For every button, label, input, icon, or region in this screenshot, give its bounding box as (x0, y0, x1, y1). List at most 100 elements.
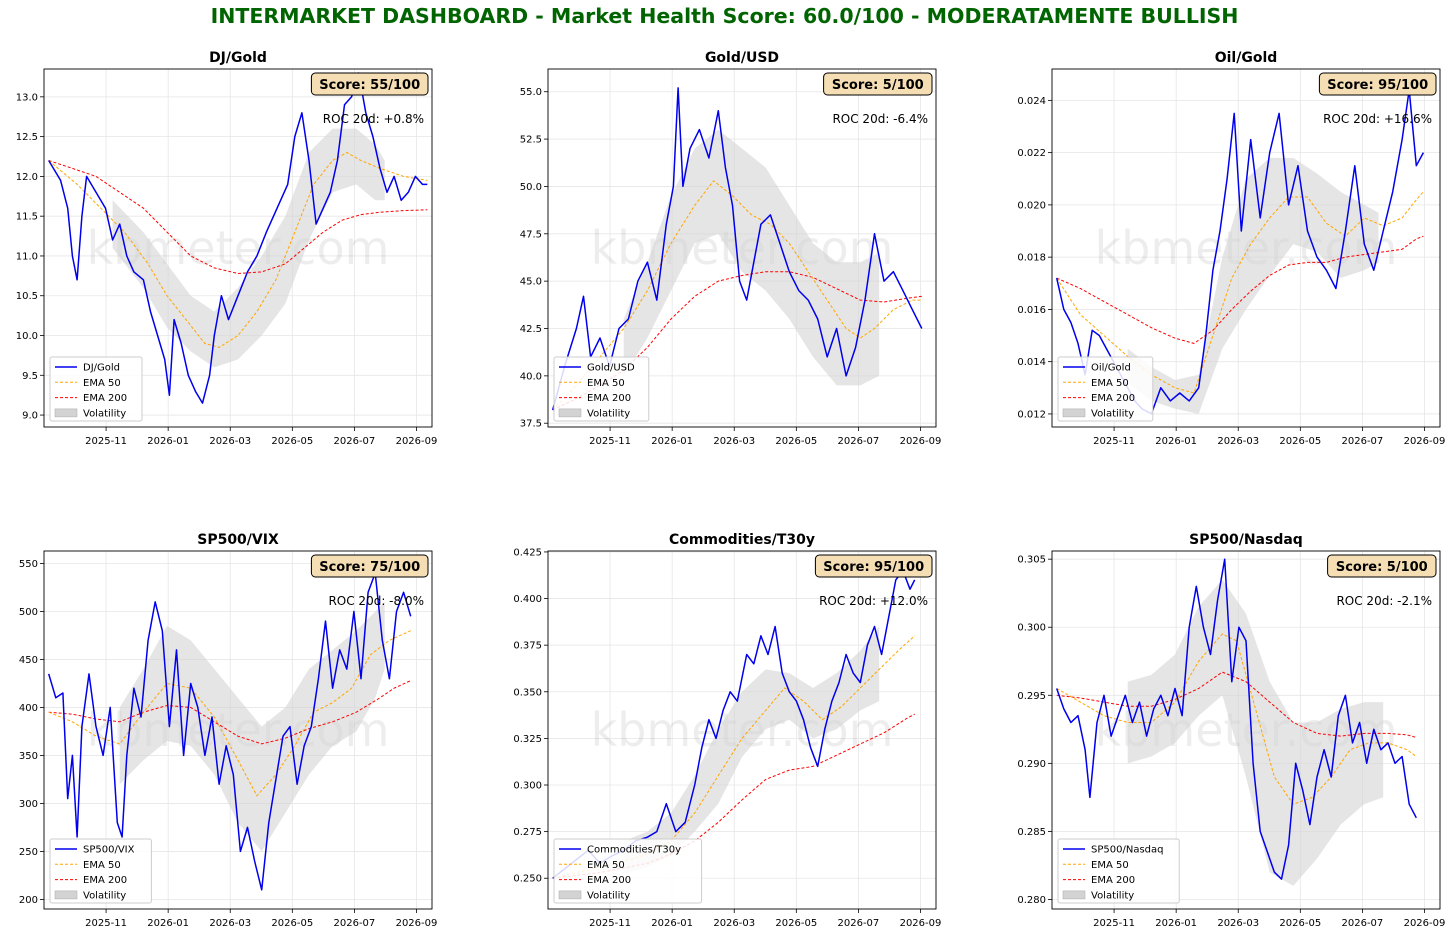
x-tick-label: 2025-11 (589, 436, 631, 447)
legend-entry: EMA 200 (83, 875, 127, 886)
x-tick-label: 2026-01 (147, 436, 189, 447)
volatility-band (119, 601, 385, 852)
chart-title: DJ/Gold (209, 50, 267, 66)
chart-panel-6: SP500/Nasdaq 0.280 0.285 0.290 0.295 0.300 0.3… (1017, 532, 1445, 929)
y-tick-label: 40.0 (520, 371, 542, 382)
chart-title: Oil/Gold (1215, 50, 1278, 66)
legend-entry: EMA 50 (83, 860, 121, 871)
x-tick-label: 2026-09 (396, 918, 438, 929)
x-tick-label: 2025-11 (1093, 436, 1135, 447)
legend-entry: EMA 50 (587, 860, 625, 871)
chart-panel-2: Gold/USD 37.5 40.0 42.5 45.0 47.5 50.0 52.5 55.0… (520, 50, 942, 447)
x-tick-label: 2026-07 (838, 918, 880, 929)
roc-label: ROC 20d: +16.6% (1323, 112, 1432, 126)
y-tick-label: 0.280 (1017, 895, 1046, 906)
x-tick-label: 2026-01 (651, 918, 693, 929)
y-tick-label: 350 (19, 751, 38, 762)
price-line (48, 72, 428, 404)
y-tick-label: 0.014 (1017, 357, 1046, 368)
roc-label: ROC 20d: -6.4% (832, 112, 928, 126)
y-tick-label: 550 (19, 559, 38, 570)
x-tick-label: 2026-01 (651, 436, 693, 447)
axes-frame (43, 550, 433, 910)
x-tick-label: 2026-05 (1279, 436, 1321, 447)
chart-title: Gold/USD (705, 50, 779, 66)
legend-box (1057, 838, 1180, 904)
legend-box (553, 356, 650, 422)
score-badge: Score: 5/100 (832, 78, 924, 93)
legend-entry: Volatility (587, 408, 630, 419)
x-tick-label: 2026-07 (334, 436, 376, 447)
roc-label: ROC 20d: +12.0% (819, 594, 928, 608)
ema200-line (48, 160, 428, 275)
x-tick-label: 2026-05 (1279, 918, 1321, 929)
score-badge-box (823, 72, 933, 96)
ema200-line (1056, 235, 1424, 344)
dashboard-title: INTERMARKET DASHBOARD - Market Health Sc… (210, 4, 1239, 28)
y-tick-label: 0.325 (513, 734, 542, 745)
score-badge: Score: 95/100 (823, 560, 924, 575)
ema50-line (48, 630, 411, 797)
axes-frame (547, 550, 937, 910)
x-tick-label: 2026-09 (1404, 918, 1446, 929)
axes-frame (547, 68, 937, 428)
x-tick-label: 2026-01 (1155, 436, 1197, 447)
score-badge-box (814, 554, 933, 578)
legend-swatch-volatility (1062, 890, 1086, 900)
x-tick-label: 2026-05 (271, 436, 313, 447)
score-badge: Score: 95/100 (1327, 78, 1428, 93)
axes-frame (43, 68, 433, 428)
x-tick-label: 2026-07 (1342, 436, 1384, 447)
y-tick-label: 0.250 (513, 874, 542, 885)
legend-entry: Volatility (1091, 890, 1134, 901)
x-tick-label: 2026-03 (1217, 436, 1259, 447)
score-badge: Score: 5/100 (1336, 560, 1428, 575)
x-tick-label: 2026-09 (900, 436, 942, 447)
legend-swatch-volatility (54, 408, 78, 418)
y-tick-label: 0.018 (1017, 253, 1046, 264)
legend-entry: Volatility (83, 890, 126, 901)
x-tick-label: 2026-09 (396, 436, 438, 447)
chart-title: SP500/VIX (197, 532, 279, 548)
x-tick-label: 2026-03 (1217, 918, 1259, 929)
x-tick-label: 2025-11 (85, 436, 127, 447)
legend-entry: DJ/Gold (83, 363, 120, 374)
y-tick-label: 0.375 (513, 641, 542, 652)
x-tick-label: 2026-07 (838, 436, 880, 447)
x-tick-label: 2025-11 (85, 918, 127, 929)
y-tick-label: 9.0 (22, 411, 38, 422)
y-tick-label: 0.295 (1017, 691, 1046, 702)
legend-swatch-volatility (54, 890, 78, 900)
legend-box (49, 356, 143, 422)
score-badge: Score: 75/100 (319, 560, 420, 575)
y-tick-label: 9.5 (22, 371, 38, 382)
price-line (1055, 558, 1417, 880)
legend-entry: EMA 200 (587, 393, 631, 404)
y-tick-label: 55.0 (520, 87, 542, 98)
y-tick-label: 42.5 (520, 324, 542, 335)
legend-entry: Gold/USD (587, 363, 635, 374)
y-tick-label: 10.5 (16, 291, 38, 302)
legend-entry: EMA 50 (1091, 860, 1129, 871)
y-tick-label: 12.0 (16, 172, 38, 183)
score-badge-box (1327, 554, 1437, 578)
volatility-band (1127, 157, 1379, 414)
price-line (1055, 89, 1425, 415)
legend-entry: Oil/Gold (1091, 363, 1131, 374)
y-tick-label: 11.0 (16, 251, 38, 262)
roc-label: ROC 20d: -8.0% (328, 594, 424, 608)
price-line (551, 87, 923, 411)
roc-label: ROC 20d: +0.8% (323, 112, 424, 126)
legend-swatch-volatility (558, 890, 582, 900)
y-tick-label: 0.350 (513, 687, 542, 698)
roc-label: ROC 20d: -2.1% (1336, 594, 1432, 608)
x-tick-label: 2026-01 (147, 918, 189, 929)
y-tick-label: 0.022 (1017, 148, 1046, 159)
y-tick-label: 0.275 (513, 827, 542, 838)
y-tick-label: 50.0 (520, 182, 542, 193)
y-tick-label: 10.0 (16, 331, 38, 342)
chart-title: SP500/Nasdaq (1189, 532, 1303, 548)
legend-entry: EMA 200 (1091, 393, 1135, 404)
chart-panel-5: Commodities/T30y 0.250 0.275 0.300 0.325 0.35… (513, 532, 941, 929)
axes-frame (1051, 550, 1441, 910)
